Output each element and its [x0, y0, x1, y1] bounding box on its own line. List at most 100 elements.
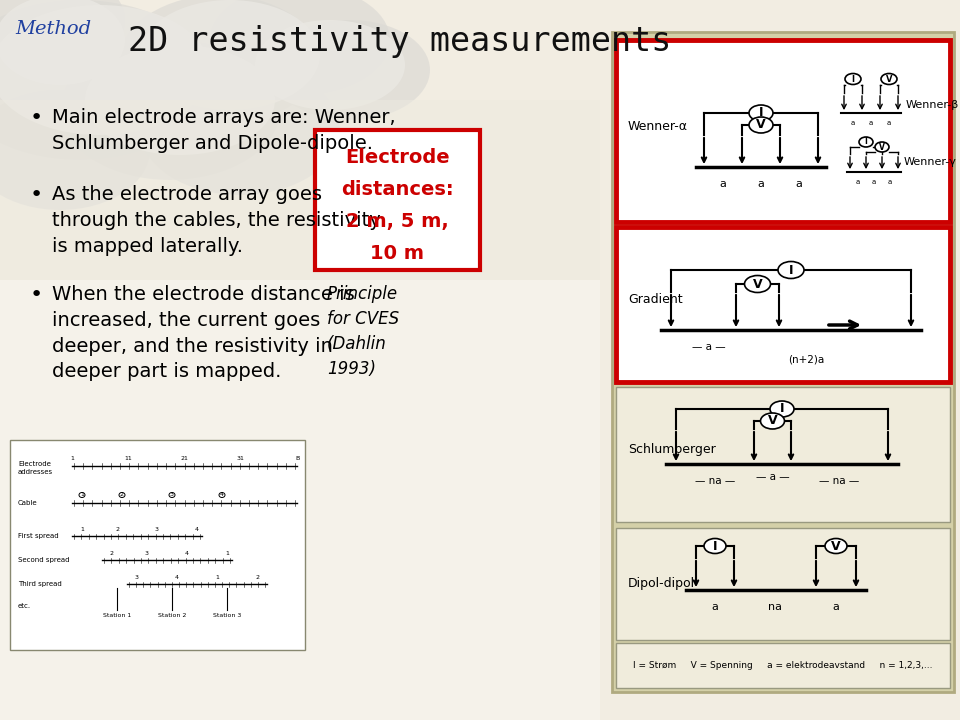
- Text: I: I: [865, 138, 868, 146]
- Ellipse shape: [60, 40, 280, 180]
- Text: Electrode: Electrode: [346, 148, 450, 167]
- Bar: [0, 100, 600, 280]
- Bar: [616, 40, 950, 222]
- Text: a: a: [887, 120, 891, 126]
- Ellipse shape: [749, 117, 773, 133]
- Text: When the electrode distance is
increased, the current goes
deeper, and the resis: When the electrode distance is increased…: [52, 285, 355, 382]
- Bar: [315, 130, 480, 270]
- Ellipse shape: [270, 20, 430, 120]
- Text: 1: 1: [215, 575, 219, 580]
- Text: I: I: [758, 107, 763, 120]
- Text: Station 2: Station 2: [157, 613, 186, 618]
- Ellipse shape: [825, 539, 847, 554]
- Text: 4: 4: [195, 527, 199, 532]
- Text: 2: 2: [255, 575, 259, 580]
- Text: V: V: [768, 415, 778, 428]
- Text: 3: 3: [135, 575, 139, 580]
- Text: a: a: [872, 179, 876, 185]
- Bar: [616, 227, 950, 382]
- Text: 3: 3: [145, 551, 149, 556]
- Text: Station 1: Station 1: [103, 613, 132, 618]
- Text: 3: 3: [155, 527, 159, 532]
- Text: 2D resistivity measurements: 2D resistivity measurements: [129, 25, 672, 58]
- Ellipse shape: [120, 0, 320, 125]
- Ellipse shape: [881, 73, 897, 84]
- Text: na: na: [768, 602, 782, 612]
- Text: Electrode
addresses: Electrode addresses: [18, 461, 53, 474]
- Text: — na —: — na —: [820, 476, 859, 486]
- Text: Second spread: Second spread: [18, 557, 69, 563]
- Text: B: B: [295, 456, 300, 461]
- Text: 4: 4: [185, 551, 189, 556]
- Text: (n+2)a: (n+2)a: [788, 354, 824, 364]
- Bar: [612, 32, 954, 692]
- Ellipse shape: [770, 401, 794, 417]
- Ellipse shape: [778, 261, 804, 279]
- Text: 21: 21: [180, 456, 188, 461]
- Text: 2: 2: [120, 492, 124, 497]
- Ellipse shape: [0, 90, 150, 210]
- Text: 1: 1: [80, 527, 84, 532]
- Text: I: I: [780, 402, 784, 415]
- Bar: [0, 280, 600, 720]
- Text: a: a: [711, 602, 718, 612]
- Text: Main electrode arrays are: Wenner,
Schlumberger and Dipole-dipole.: Main electrode arrays are: Wenner, Schlu…: [52, 108, 396, 153]
- Ellipse shape: [749, 105, 773, 121]
- Ellipse shape: [255, 20, 405, 110]
- Text: Gradient: Gradient: [628, 293, 683, 306]
- Text: •: •: [30, 185, 43, 205]
- Text: First spread: First spread: [18, 533, 59, 539]
- Text: a: a: [851, 120, 855, 126]
- Text: a: a: [796, 179, 803, 189]
- Ellipse shape: [210, 0, 390, 95]
- Ellipse shape: [85, 45, 275, 155]
- Ellipse shape: [745, 276, 771, 292]
- Text: Station 3: Station 3: [213, 613, 241, 618]
- Ellipse shape: [140, 65, 340, 195]
- Text: a: a: [832, 602, 839, 612]
- Text: — a —: — a —: [692, 342, 726, 352]
- Text: 1: 1: [70, 456, 74, 461]
- Ellipse shape: [0, 0, 125, 70]
- Text: 1: 1: [225, 551, 228, 556]
- Text: Wenner-γ: Wenner-γ: [904, 157, 957, 167]
- Ellipse shape: [704, 539, 726, 554]
- Ellipse shape: [140, 0, 320, 110]
- Bar: [10, 440, 305, 650]
- Text: Wenner-α: Wenner-α: [628, 120, 688, 132]
- Text: Cable: Cable: [18, 500, 37, 506]
- Text: distances:: distances:: [341, 180, 454, 199]
- Text: a: a: [869, 120, 874, 126]
- Text: •: •: [30, 108, 43, 128]
- Text: I = Strøm     V = Spenning     a = elektrodeavstand     n = 1,2,3,...: I = Strøm V = Spenning a = elektrodeavst…: [634, 662, 933, 670]
- Bar: [616, 643, 950, 688]
- Text: V: V: [886, 74, 892, 84]
- Text: Method: Method: [15, 20, 91, 38]
- Text: I: I: [789, 264, 793, 276]
- Text: Principle
for CVES
(Dahlin
1993): Principle for CVES (Dahlin 1993): [327, 285, 399, 378]
- Text: a: a: [856, 179, 860, 185]
- Text: Wenner-β: Wenner-β: [906, 100, 959, 110]
- Text: Schlumberger: Schlumberger: [628, 443, 716, 456]
- Text: a: a: [888, 179, 892, 185]
- Text: 11: 11: [125, 456, 132, 461]
- Text: •: •: [30, 285, 43, 305]
- Text: a: a: [757, 179, 764, 189]
- Text: 3: 3: [170, 492, 174, 497]
- Text: 10 m: 10 m: [371, 244, 424, 263]
- Text: 1: 1: [80, 492, 84, 497]
- Ellipse shape: [875, 142, 889, 152]
- Text: 4: 4: [175, 575, 179, 580]
- Text: 4: 4: [220, 492, 224, 497]
- Text: I: I: [712, 539, 717, 552]
- Text: As the electrode array goes
through the cables, the resistivity
is mapped latera: As the electrode array goes through the …: [52, 185, 381, 256]
- Text: etc.: etc.: [18, 603, 31, 609]
- Ellipse shape: [0, 0, 125, 85]
- Text: — a —: — a —: [756, 472, 789, 482]
- Ellipse shape: [0, 5, 210, 135]
- Text: 31: 31: [237, 456, 245, 461]
- Text: V: V: [756, 119, 766, 132]
- Ellipse shape: [0, 0, 210, 160]
- Ellipse shape: [859, 137, 873, 147]
- Text: 2: 2: [110, 551, 114, 556]
